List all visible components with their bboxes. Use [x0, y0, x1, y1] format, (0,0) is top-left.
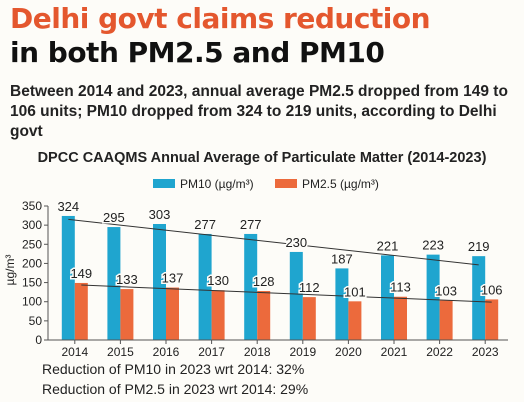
- y-tick-label: 100: [22, 295, 42, 309]
- pm10-data-label: 219: [468, 239, 490, 254]
- pm25-data-label: 149: [70, 266, 92, 281]
- pm25-bar: [211, 290, 225, 340]
- pm10-data-label: 230: [285, 235, 307, 250]
- pm25-data-label: 106: [481, 282, 503, 297]
- pm25-data-label: 103: [435, 284, 457, 299]
- pm10-reduction-note: Reduction of PM10 in 2023 wrt 2014: 32%: [42, 361, 305, 377]
- x-tick-label: 2022: [426, 345, 453, 359]
- x-tick-label: 2016: [153, 345, 180, 359]
- pm10-bar: [244, 233, 258, 340]
- pm25-bar: [302, 297, 316, 340]
- pm10-bar: [289, 251, 303, 340]
- pm10-data-label: 223: [422, 238, 444, 253]
- pm25-bar: [348, 301, 362, 340]
- pm10-bar: [335, 268, 349, 340]
- legend-swatch-pm25: [275, 179, 297, 188]
- headline-line-1: Delhi govt claims reduction: [10, 2, 431, 35]
- pm10-bar: [472, 256, 486, 340]
- pm10-bar: [426, 254, 440, 340]
- y-tick-label: 50: [29, 314, 43, 328]
- y-tick-label: 0: [35, 333, 42, 347]
- y-tick-label: 150: [22, 276, 42, 290]
- pm25-bar: [120, 289, 134, 340]
- headline-line-2: in both PM2.5 and PM10: [10, 36, 385, 69]
- pm10-data-label: 277: [194, 217, 216, 232]
- legend: PM10 (µg/m³) PM2.5 (µg/m³): [153, 177, 379, 191]
- pm25-bar: [394, 296, 407, 340]
- pm25-bar: [74, 282, 88, 340]
- x-tick-label: 2017: [198, 345, 225, 359]
- pm25-bar: [485, 299, 499, 340]
- pm25-bar: [439, 300, 453, 340]
- pm25-data-label: 133: [116, 272, 138, 287]
- legend-label-pm25: PM2.5 (µg/m³): [302, 177, 379, 191]
- pm10-bar: [153, 223, 166, 340]
- pm25-data-label: 113: [390, 280, 411, 295]
- x-axis: 2014 2015 2016 2017 2018 2019 2020 2021 2022 2023: [48, 339, 508, 359]
- y-tick-label: 350: [22, 199, 42, 213]
- y-tick-label: 200: [22, 256, 42, 270]
- pm25-data-label: 101: [344, 284, 366, 299]
- trendlines: [68, 218, 492, 303]
- pm25-bar: [166, 287, 179, 340]
- x-tick-label: 2015: [107, 345, 134, 359]
- y-axis-label: µg/m³: [3, 255, 17, 286]
- x-tick-label: 2014: [61, 345, 88, 359]
- pm25-trendline: [81, 284, 492, 303]
- x-tick-label: 2019: [289, 345, 316, 359]
- pm10-data-label: 187: [331, 251, 353, 266]
- x-tick-label: 2023: [472, 345, 499, 359]
- y-axis: 0 50 100 150 200 250 300 350: [22, 199, 49, 347]
- pm10-trendline: [68, 218, 479, 266]
- bars: [61, 215, 499, 340]
- pm10-bar: [61, 215, 75, 340]
- y-tick-label: 300: [22, 218, 42, 232]
- pm25-bar: [257, 290, 271, 340]
- pm25-data-label: 137: [162, 271, 184, 286]
- legend-swatch-pm10: [153, 179, 175, 188]
- pm10-data-label: 277: [240, 217, 262, 232]
- pm10-bar: [198, 233, 212, 340]
- pm10-data-label: 303: [149, 207, 171, 222]
- x-tick-label: 2020: [335, 345, 362, 359]
- pm10-bar: [107, 227, 121, 340]
- y-tick-label: 250: [22, 237, 42, 251]
- chart-title: DPCC CAAQMS Annual Average of Particulat…: [37, 150, 487, 166]
- pm10-data-label: 295: [103, 210, 125, 225]
- pm25-data-label: 112: [299, 280, 320, 295]
- summary-text: Between 2014 and 2023, annual average PM…: [10, 83, 508, 140]
- pm25-data-label: 128: [253, 274, 275, 289]
- x-tick-label: 2021: [381, 345, 408, 359]
- pm25-data-label: 130: [207, 273, 229, 288]
- pm10-data-label: 221: [377, 238, 399, 253]
- pm25-reduction-note: Reduction of PM2.5 in 2023 wrt 2014: 29%: [42, 381, 309, 397]
- pm10-data-label: 324: [57, 199, 79, 214]
- legend-label-pm10: PM10 (µg/m³): [180, 177, 254, 191]
- data-labels: 324 295 303 277 277 230 187 221 223 219 149 133 137 1…: [56, 197, 504, 300]
- x-tick-label: 2018: [244, 345, 271, 359]
